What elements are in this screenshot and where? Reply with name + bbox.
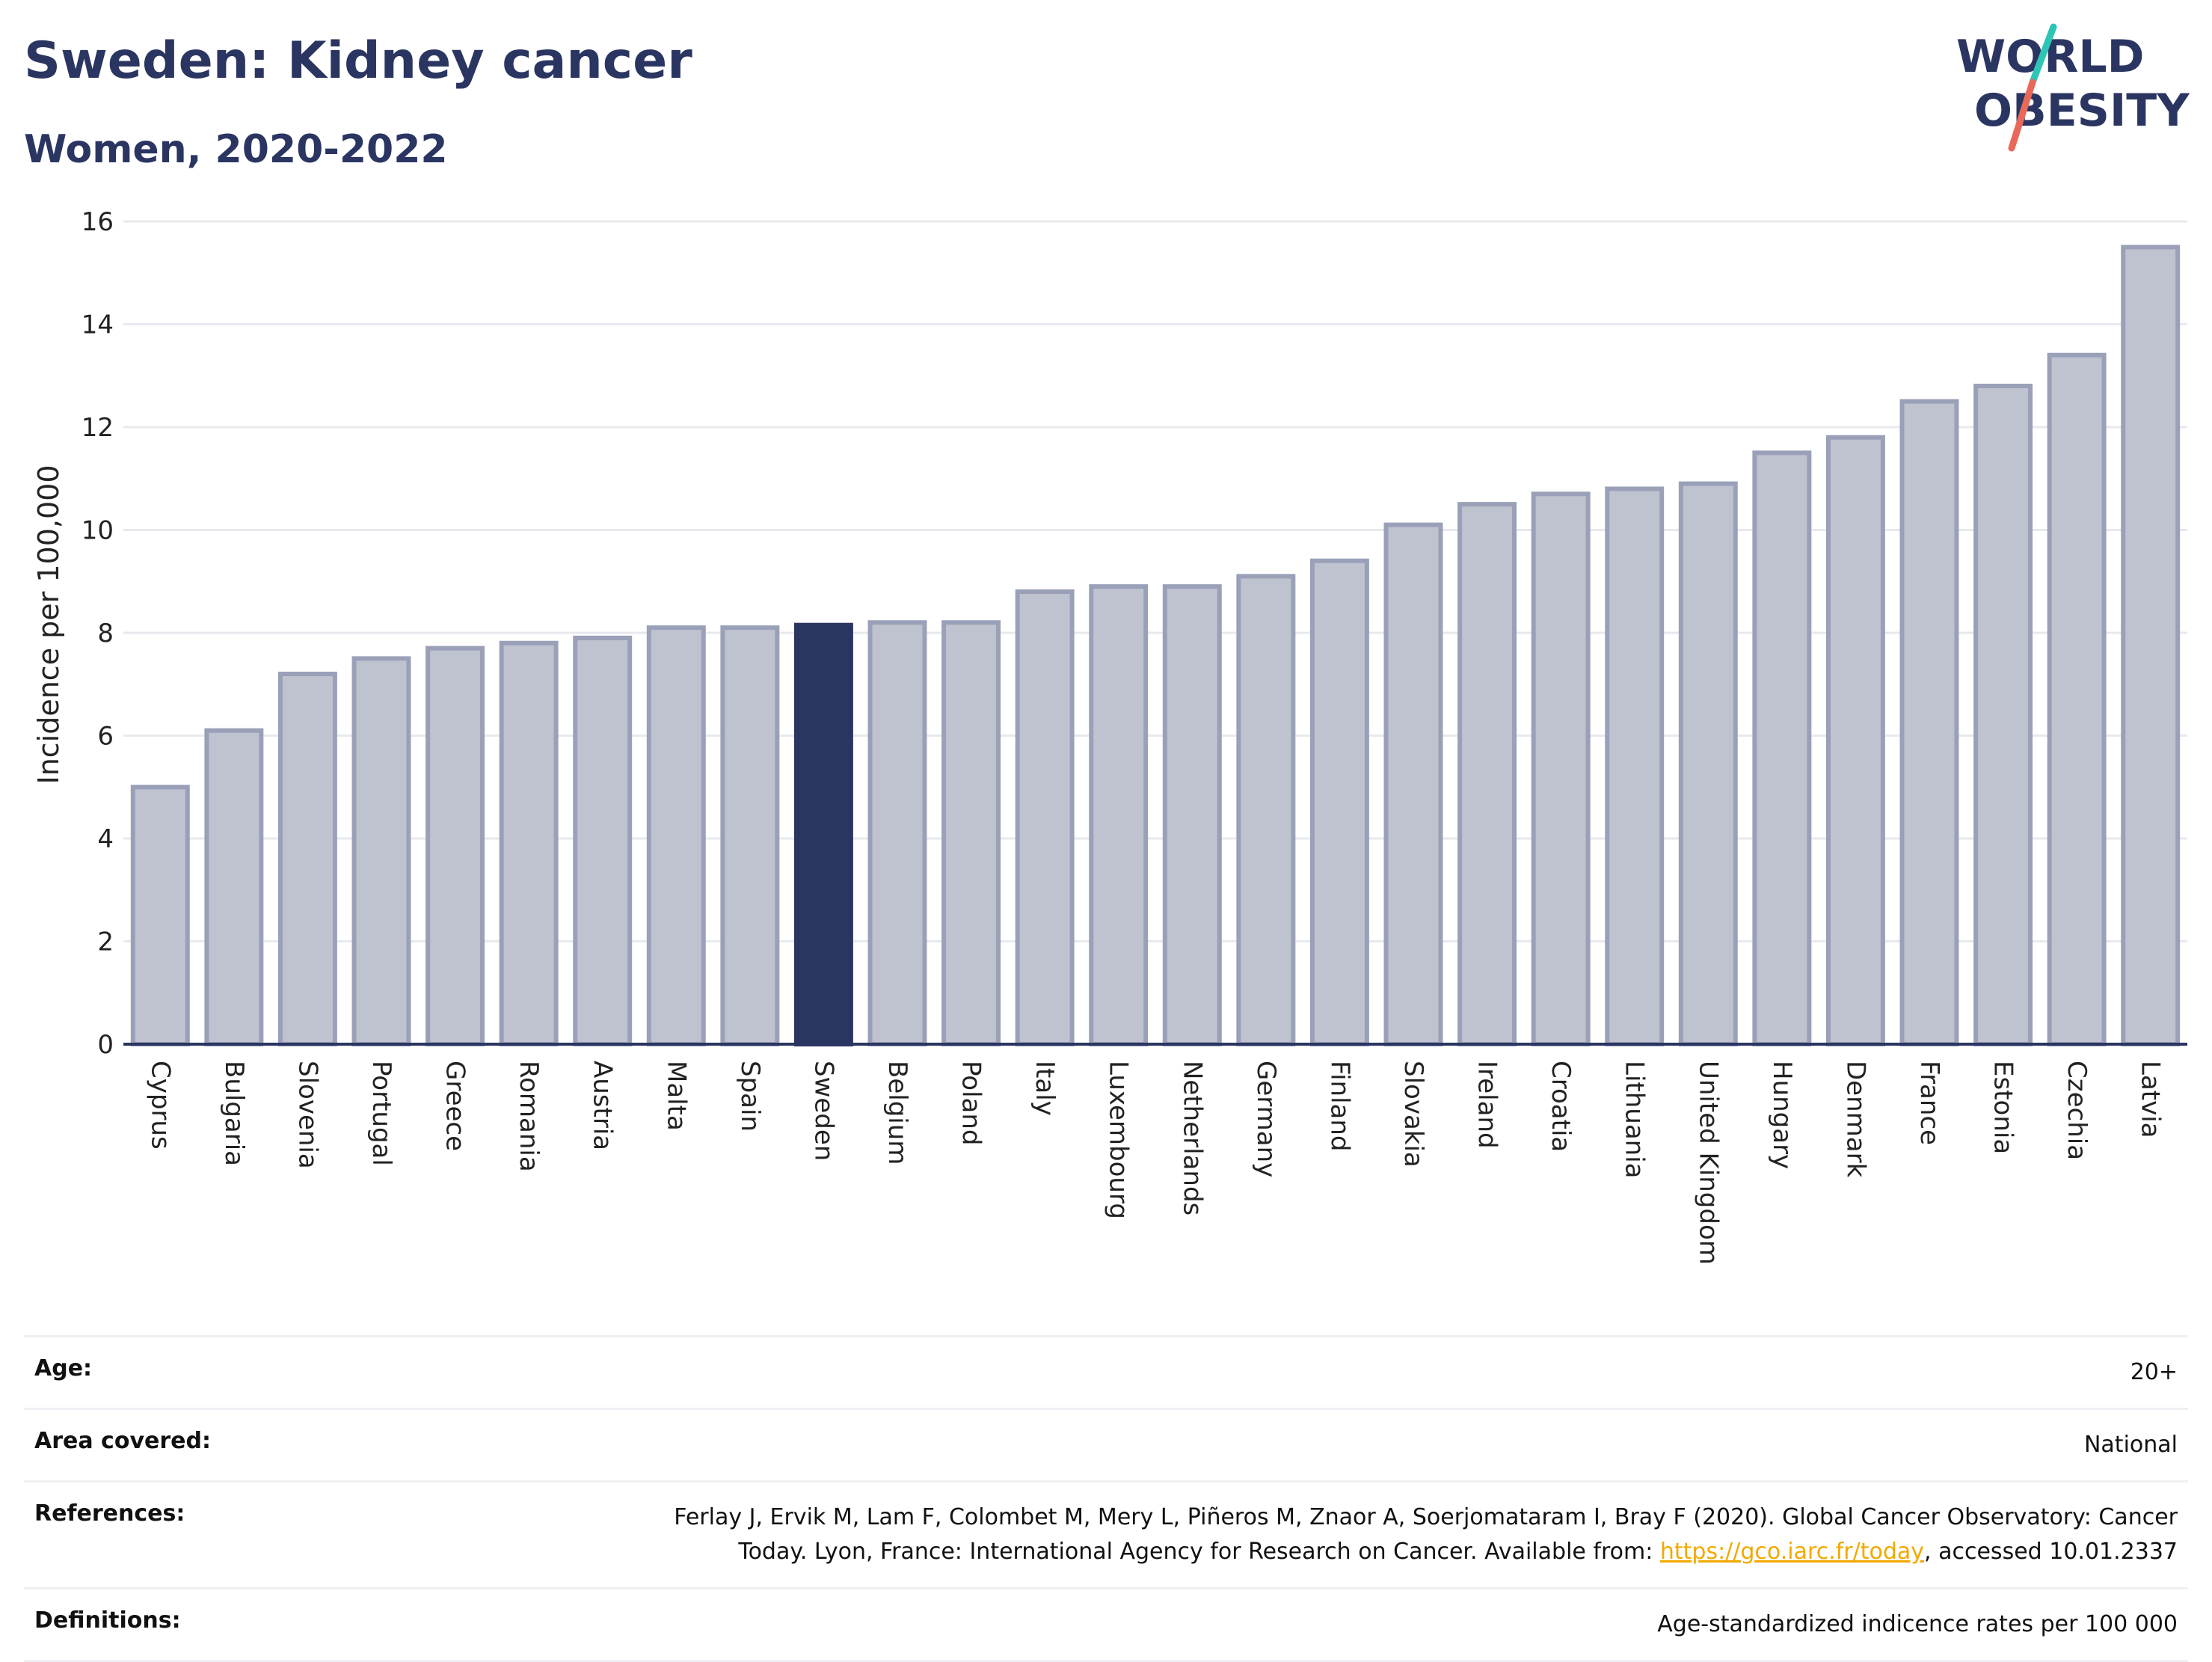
x-tick-label: Slovakia xyxy=(1398,1061,1428,1168)
bar-ireland xyxy=(1457,502,1517,1046)
x-tick-label: Hungary xyxy=(1767,1061,1797,1169)
area-label: Area covered: xyxy=(34,1428,211,1454)
bar-malta xyxy=(646,625,706,1046)
y-tick-label: 8 xyxy=(97,619,114,648)
x-tick-label: Slovenia xyxy=(292,1061,322,1169)
bar-poland xyxy=(941,620,1001,1046)
y-tick-label: 16 xyxy=(82,207,114,237)
bar-finland xyxy=(1309,558,1369,1046)
bar-luxembourg xyxy=(1089,584,1149,1046)
bar-cyprus xyxy=(130,785,190,1046)
y-tick-label: 2 xyxy=(97,927,114,957)
y-tick-label: 4 xyxy=(97,824,114,854)
x-tick-label: Italy xyxy=(1030,1061,1060,1116)
metadata-table: Age: 20+ Area covered: National Referenc… xyxy=(24,1335,2188,1662)
y-tick-label: 12 xyxy=(82,413,114,443)
bar-portugal xyxy=(351,656,411,1046)
x-tick-label: Estonia xyxy=(1988,1061,2018,1154)
bar-hungary xyxy=(1752,450,1812,1046)
bar-estonia xyxy=(1973,384,2033,1046)
bar-slovakia xyxy=(1383,522,1443,1046)
bar-italy xyxy=(1015,589,1075,1046)
x-tick-label: United Kingdom xyxy=(1693,1061,1723,1265)
y-tick-label: 10 xyxy=(82,516,114,546)
age-value: 20+ xyxy=(2130,1359,2178,1385)
meta-row-references: References: Ferlay J, Ervik M, Lam F, Co… xyxy=(24,1480,2188,1587)
bars xyxy=(130,245,2181,1046)
bar-france xyxy=(1899,399,1959,1046)
chart-subtitle: Women, 2020-2022 xyxy=(24,127,448,172)
meta-row-age: Age: 20+ xyxy=(24,1335,2188,1408)
age-label: Age: xyxy=(34,1355,93,1382)
bar-netherlands xyxy=(1162,584,1222,1046)
x-tick-label: Belgium xyxy=(882,1061,912,1165)
bar-denmark xyxy=(1825,435,1885,1046)
x-axis-ticks: Cyprus Bulgaria Slovenia Portugal Greece Roma… xyxy=(145,1061,2165,1265)
y-tick-label: 6 xyxy=(97,722,114,752)
bar-united-kingdom xyxy=(1678,481,1738,1046)
x-tick-label: Spain xyxy=(735,1061,765,1132)
logo-line-2: OBESITY xyxy=(1974,85,2190,137)
x-tick-label: Poland xyxy=(956,1061,986,1146)
bar-austria xyxy=(573,635,633,1046)
bar-chart: Incidence per 100,000 0 2 4 6 8 10 12 14 16 Cypr… xyxy=(32,207,2187,1265)
definitions-label: Definitions: xyxy=(34,1607,181,1634)
x-tick-label: Portugal xyxy=(366,1061,396,1166)
bar-romania xyxy=(499,640,559,1046)
references-label: References: xyxy=(34,1500,185,1527)
x-tick-label: Latvia xyxy=(2136,1061,2166,1138)
x-tick-label: Cyprus xyxy=(145,1061,175,1150)
definitions-value: Age-standardized indicence rates per 100… xyxy=(1657,1611,2178,1637)
bar-lithuania xyxy=(1605,486,1665,1046)
references-line-2-pre: Today. Lyon, France: International Agenc… xyxy=(738,1539,1660,1565)
bar-spain xyxy=(720,625,780,1046)
bar-czechia xyxy=(2047,352,2107,1046)
references-line-2-post: , accessed 10.01.2337 xyxy=(1924,1539,2178,1565)
meta-row-area: Area covered: National xyxy=(24,1408,2188,1480)
references-line-1: Ferlay J, Ervik M, Lam F, Colombet M, Me… xyxy=(674,1504,2178,1530)
x-tick-label: Sweden xyxy=(808,1061,838,1161)
bar-slovenia xyxy=(277,672,337,1046)
x-tick-label: Malta xyxy=(661,1061,691,1131)
logo-slash-coral xyxy=(2008,79,2036,152)
x-tick-label: Romania xyxy=(514,1061,544,1172)
y-axis-ticks: 0 2 4 6 8 10 12 14 16 xyxy=(82,207,114,1060)
x-tick-label: Lithuania xyxy=(1620,1061,1650,1178)
y-tick-label: 0 xyxy=(97,1030,114,1060)
x-tick-label: Austria xyxy=(588,1061,618,1150)
y-axis-label: Incidence per 100,000 xyxy=(32,464,65,784)
x-tick-label: Netherlands xyxy=(1177,1061,1207,1215)
x-tick-label: France xyxy=(1914,1061,1944,1145)
x-tick-label: Czechia xyxy=(2062,1061,2092,1160)
bar-belgium xyxy=(867,620,927,1046)
logo-slash-teal xyxy=(2029,23,2057,86)
x-tick-label: Croatia xyxy=(1546,1061,1576,1152)
meta-row-definitions: Definitions: Age-standardized indicence … xyxy=(24,1587,2188,1662)
area-value: National xyxy=(2083,1432,2178,1458)
x-tick-label: Denmark xyxy=(1840,1061,1870,1178)
bar-latvia xyxy=(2121,245,2181,1046)
bar-greece xyxy=(425,646,485,1046)
references-link[interactable]: https://gco.iarc.fr/today xyxy=(1659,1539,1925,1565)
x-tick-label: Ireland xyxy=(1472,1061,1502,1149)
bar-bulgaria xyxy=(204,728,264,1046)
chart-title: Sweden: Kidney cancer xyxy=(24,31,692,91)
bar-croatia xyxy=(1531,491,1591,1046)
x-tick-label: Finland xyxy=(1324,1061,1354,1152)
references-value: Ferlay J, Ervik M, Lam F, Colombet M, Me… xyxy=(674,1500,2178,1569)
world-obesity-logo: WORLD OBESITY xyxy=(1956,23,2190,152)
bar-sweden xyxy=(793,622,853,1046)
x-tick-label: Bulgaria xyxy=(219,1061,249,1166)
x-tick-label: Luxembourg xyxy=(1104,1061,1134,1219)
bar-germany xyxy=(1236,574,1296,1046)
x-tick-label: Germany xyxy=(1251,1061,1281,1177)
x-tick-label: Greece xyxy=(440,1061,470,1151)
y-tick-label: 14 xyxy=(82,310,114,340)
